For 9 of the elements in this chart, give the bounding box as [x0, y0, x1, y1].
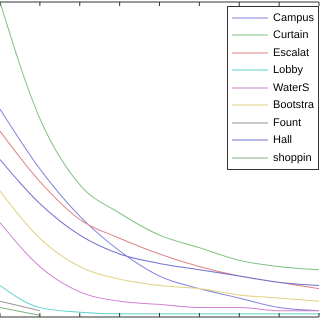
- legend-label: Bootstra: [273, 99, 314, 112]
- legend-label: shoppin: [273, 152, 312, 164]
- legend-label: WaterS: [273, 82, 310, 94]
- legend-label: Escalat: [273, 46, 310, 59]
- legend-label: Lobby: [273, 64, 304, 76]
- legend-label: Fount: [273, 116, 302, 129]
- legend-label: Campus: [273, 12, 314, 24]
- legend-label: Curtain: [273, 29, 308, 42]
- legend-label: Hall: [273, 134, 292, 146]
